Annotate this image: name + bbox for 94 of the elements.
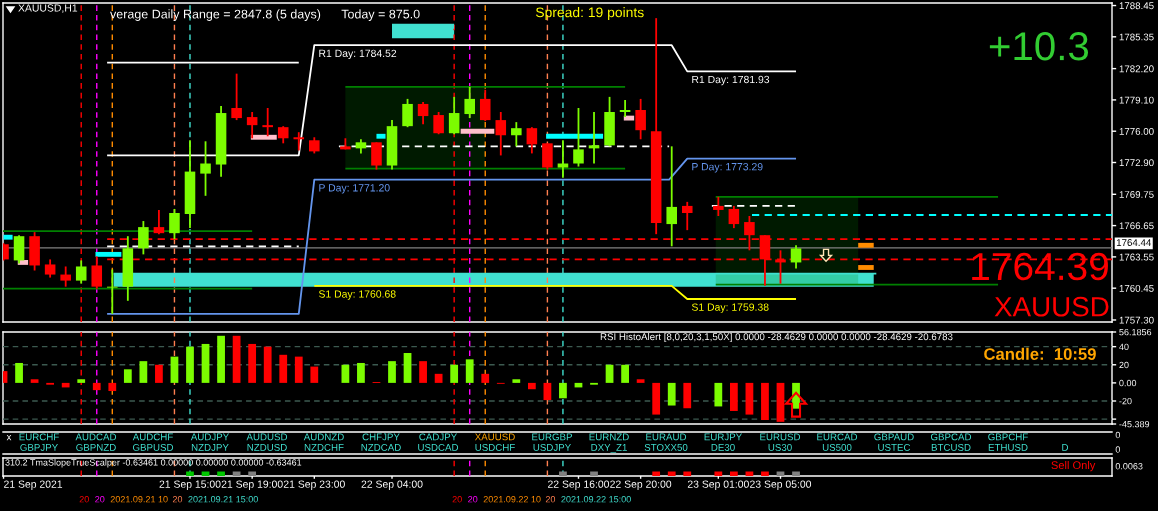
- ref-line-label: 20: [452, 496, 462, 503]
- ref-line-label: 20: [95, 496, 105, 503]
- annotation: Today = 875.0: [341, 9, 420, 21]
- category-label: XAUUSD: [474, 433, 515, 441]
- category-label: EURNZD: [589, 433, 629, 441]
- category-label: EURGBP: [532, 433, 573, 441]
- data-label: P Day: 1773.29: [692, 163, 763, 173]
- y-tick-label: -20: [1119, 397, 1132, 405]
- annotation: XAUUSD: [994, 296, 1109, 317]
- ref-line-label: 1764.44: [1116, 239, 1152, 246]
- category-label: NZDJPY: [191, 444, 229, 451]
- text: 0: [1115, 446, 1120, 453]
- x-tick-label: 21 Sep 15:00: [159, 480, 221, 490]
- category-label: DE30: [711, 444, 735, 451]
- annotation: Spread: 19 points: [535, 7, 644, 20]
- category-label: US30: [768, 444, 792, 451]
- ref-line-label: 20: [172, 496, 183, 503]
- y-tick-label: 1772.90: [1119, 159, 1154, 167]
- y-tick-label: 1785.35: [1119, 33, 1154, 41]
- category-label: AUDCAD: [75, 433, 117, 441]
- annotation: Candle: 10:59: [984, 347, 1096, 360]
- category-label: AUDJPY: [190, 433, 229, 441]
- x-tick-label: 21 Sep 2021: [4, 480, 63, 490]
- category-label: D: [1062, 444, 1069, 451]
- category-label: US500: [822, 444, 852, 451]
- category-label: CADJPY: [419, 433, 457, 441]
- category-label: GBPJPY: [20, 444, 58, 451]
- category-label: NZDCHF: [304, 444, 344, 451]
- y-tick-label: 0.00: [1119, 379, 1137, 387]
- y-tick-label: 56.1856: [1119, 328, 1152, 336]
- category-label: x: [6, 435, 12, 441]
- category-label: EURCAD: [817, 433, 858, 441]
- chart-title: RSI HistoAlert [8,0,20,3,1,50X] 0.0000 -28.4629 0.0000 0.0000 -28.4629 -20.6783: [600, 333, 953, 343]
- category-label: USDJPY: [533, 444, 571, 451]
- annotation: +10.3: [989, 31, 1089, 61]
- ref-line-label: 20: [468, 496, 478, 503]
- data-label: R1 Day: 1784.52: [319, 49, 397, 60]
- category-label: GBPUSD: [132, 444, 174, 451]
- category-label: GBPNZD: [76, 444, 116, 451]
- category-label: USTEC: [878, 444, 911, 451]
- category-label: NZDUSD: [247, 444, 287, 451]
- y-tick-label: 1776.00: [1119, 127, 1154, 135]
- category-label: BTCUSD: [931, 444, 971, 451]
- y-tick-label: 1769.75: [1119, 191, 1154, 198]
- y-tick-label: 20: [1119, 361, 1129, 369]
- category-label: GBPCAD: [930, 433, 972, 441]
- category-label: EURUSD: [760, 433, 801, 441]
- text: Sell Only: [1051, 460, 1096, 472]
- x-tick-label: 22 Sep 04:00: [361, 480, 423, 490]
- y-tick-label: 1788.45: [1119, 2, 1154, 10]
- category-label: USDCHF: [475, 444, 515, 451]
- text: 0.0063: [1115, 463, 1143, 470]
- category-label: AUDUSD: [246, 433, 288, 441]
- y-tick-label: 1757.30: [1119, 316, 1154, 324]
- ref-line-label: 2021.09.21 15:00: [188, 496, 258, 503]
- category-label: GBPCHF: [988, 433, 1028, 441]
- chart-title: XAUUSD,H1: [18, 4, 78, 13]
- category-label: GBPAUD: [874, 433, 914, 441]
- y-tick-label: -45.389: [1119, 420, 1150, 428]
- category-label: DXY_Z1: [591, 444, 627, 453]
- x-tick-label: 23 Sep 05:00: [750, 480, 812, 490]
- y-tick-label: 1763.55: [1119, 253, 1154, 261]
- x-tick-label: 23 Sep 01:00: [687, 480, 749, 490]
- x-tick-label: 21 Sep 19:00: [221, 480, 283, 490]
- data-label: R1 Day: 1781.93: [692, 75, 770, 86]
- text: 0: [1115, 431, 1120, 439]
- data-label: P Day: 1771.20: [319, 184, 390, 194]
- annotation: 1764.39: [972, 252, 1108, 281]
- category-label: USDCAD: [418, 444, 459, 451]
- category-label: CHFJPY: [362, 433, 400, 441]
- x-tick-label: 22 Sep 16:00: [548, 480, 610, 490]
- category-label: AUDCHF: [132, 433, 173, 441]
- ref-line-label: 20: [79, 496, 89, 503]
- category-label: ETHUSD: [988, 444, 1028, 451]
- x-tick-label: 22 Sep 20:00: [610, 480, 672, 490]
- data-label: S1 Day: 1760.68: [318, 290, 396, 300]
- annotation: verage Daily Range = 2847.8 (5 days): [110, 9, 321, 21]
- category-label: EURCHF: [19, 433, 59, 441]
- ref-line-label: 2021.09.21 10: [110, 496, 168, 503]
- category-label: EURJPY: [704, 433, 742, 441]
- y-tick-label: 1779.10: [1119, 96, 1154, 104]
- data-label: S1 Day: 1759.38: [691, 303, 769, 313]
- category-label: EURAUD: [646, 433, 687, 441]
- ref-line-label: 20: [545, 496, 556, 503]
- y-tick-label: 40: [1119, 343, 1129, 351]
- ref-line-label: 2021.09.22 15:00: [561, 496, 631, 503]
- y-tick-label: 1766.65: [1119, 222, 1154, 230]
- x-tick-label: 21 Sep 23:00: [283, 480, 345, 490]
- y-tick-label: 1760.45: [1119, 284, 1154, 292]
- category-label: AUDNZD: [303, 433, 344, 441]
- category-label: STOXX50: [644, 444, 688, 451]
- category-label: NZDCAD: [361, 444, 401, 451]
- y-tick-label: 1782.20: [1119, 65, 1154, 73]
- ref-line-label: 2021.09.22 10: [483, 496, 541, 503]
